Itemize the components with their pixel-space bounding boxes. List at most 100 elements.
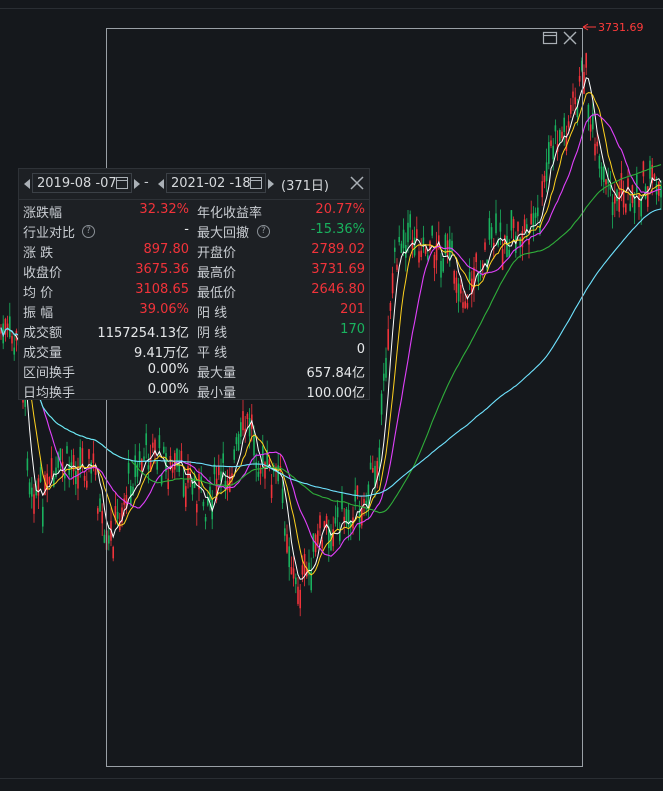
stat-label: 年化收益率 xyxy=(197,206,263,221)
drawdown-help-icon[interactable]: ? xyxy=(257,225,270,238)
stat-value: 201 xyxy=(340,302,365,317)
candle-body xyxy=(427,255,429,260)
stat-label: 涨 跌 xyxy=(23,246,54,261)
candle-body xyxy=(97,508,99,514)
candle-body xyxy=(88,449,90,459)
candle-body xyxy=(163,446,165,453)
window-restore-icon[interactable] xyxy=(542,30,558,46)
candle-body xyxy=(572,91,574,98)
stats-row: 涨 跌 897.80 开盘价 2789.02 xyxy=(19,242,369,262)
candle-body xyxy=(411,240,414,249)
candle-body xyxy=(519,237,521,247)
candle-body xyxy=(270,484,273,499)
candle-body xyxy=(466,303,469,308)
candle-body xyxy=(574,97,576,105)
stats-row: 行业对比 - 最大回撤 -15.36%?? xyxy=(19,222,369,242)
calendar-icon[interactable] xyxy=(116,177,128,189)
candle-body xyxy=(116,511,119,519)
candle-body xyxy=(350,522,352,528)
selection-high-arrow xyxy=(582,23,589,31)
candle-body xyxy=(629,203,631,211)
candle-body xyxy=(453,270,455,284)
end-next-arrow-icon[interactable] xyxy=(268,179,274,189)
candle-body xyxy=(86,480,88,488)
candle-body xyxy=(385,357,387,378)
candle-body xyxy=(143,456,145,461)
stat-label: 区间换手 xyxy=(23,366,76,381)
selection-high-price: 3731.69 xyxy=(598,21,644,34)
candle-body xyxy=(653,174,656,180)
candle-body xyxy=(4,318,7,335)
candle-body xyxy=(55,467,57,477)
candle-body xyxy=(207,496,209,506)
candle-body xyxy=(462,302,464,308)
candle-body xyxy=(539,225,541,234)
candle-body xyxy=(389,302,392,311)
interval-stats-panel: 2019-08 -07 - 2021-02 -18 (371日) 涨跌幅 32.3… xyxy=(18,168,370,401)
candle-body xyxy=(253,435,255,456)
candle-body xyxy=(363,498,365,504)
candle-body xyxy=(204,517,207,522)
candle-body xyxy=(499,222,502,232)
candle-body xyxy=(473,267,475,289)
candle-body xyxy=(39,467,42,482)
candle-body xyxy=(435,243,438,261)
stat-value: 9.41万亿 xyxy=(134,346,189,361)
close-panel-icon[interactable] xyxy=(349,175,365,191)
candle-body xyxy=(365,500,367,505)
stat-label: 收盘价 xyxy=(23,266,63,281)
ma20-line xyxy=(0,113,662,557)
start-next-arrow-icon[interactable] xyxy=(134,179,140,189)
stat-value: 0.00% xyxy=(147,362,189,377)
calendar-icon[interactable] xyxy=(250,177,262,189)
candle-body xyxy=(660,186,662,198)
candle-body xyxy=(77,466,79,489)
industry-help-icon[interactable]: ? xyxy=(82,225,95,238)
candle-body xyxy=(495,213,497,234)
candle-body xyxy=(127,462,130,474)
candle-body xyxy=(493,242,495,249)
stat-value: 170 xyxy=(340,322,365,337)
candle-body xyxy=(185,486,187,507)
close-selection-icon[interactable] xyxy=(562,30,578,46)
candle-body xyxy=(145,433,147,446)
candle-body xyxy=(13,347,15,355)
candle-body xyxy=(268,459,271,466)
candle-body xyxy=(215,478,218,501)
candle-body xyxy=(618,192,620,212)
candle-body xyxy=(152,442,154,448)
candle-body xyxy=(563,117,565,132)
end-prev-arrow-icon[interactable] xyxy=(158,179,164,189)
candle-body xyxy=(409,214,411,228)
stat-value: -15.36% xyxy=(310,222,365,237)
candle-body xyxy=(121,507,123,523)
start-date-picker[interactable]: 2019-08 -07 xyxy=(32,173,132,193)
candle-body xyxy=(387,329,389,350)
candle-body xyxy=(578,75,581,82)
end-date-picker[interactable]: 2021-02 -18 xyxy=(166,173,266,193)
candle-body xyxy=(281,488,284,504)
candle-body xyxy=(471,278,473,295)
candle-body xyxy=(561,131,563,139)
start-prev-arrow-icon[interactable] xyxy=(24,179,30,189)
stat-label: 振 幅 xyxy=(23,306,54,321)
candle-body xyxy=(614,196,616,204)
candle-body xyxy=(149,457,152,472)
candle-body xyxy=(510,210,513,231)
stat-value: 2789.02 xyxy=(311,242,365,257)
candle-body xyxy=(24,395,26,407)
candle-body xyxy=(638,194,640,208)
candle-body xyxy=(295,577,297,585)
candle-body xyxy=(158,435,161,449)
stat-label: 涨跌幅 xyxy=(23,206,63,221)
candle-body xyxy=(53,477,55,487)
candle-body xyxy=(548,142,550,164)
candle-body xyxy=(92,453,95,463)
candle-body xyxy=(440,260,442,278)
candle-body xyxy=(114,506,117,521)
candle-body xyxy=(99,498,101,512)
candle-body xyxy=(101,511,103,524)
candle-body xyxy=(537,207,539,217)
candle-body xyxy=(292,568,295,579)
